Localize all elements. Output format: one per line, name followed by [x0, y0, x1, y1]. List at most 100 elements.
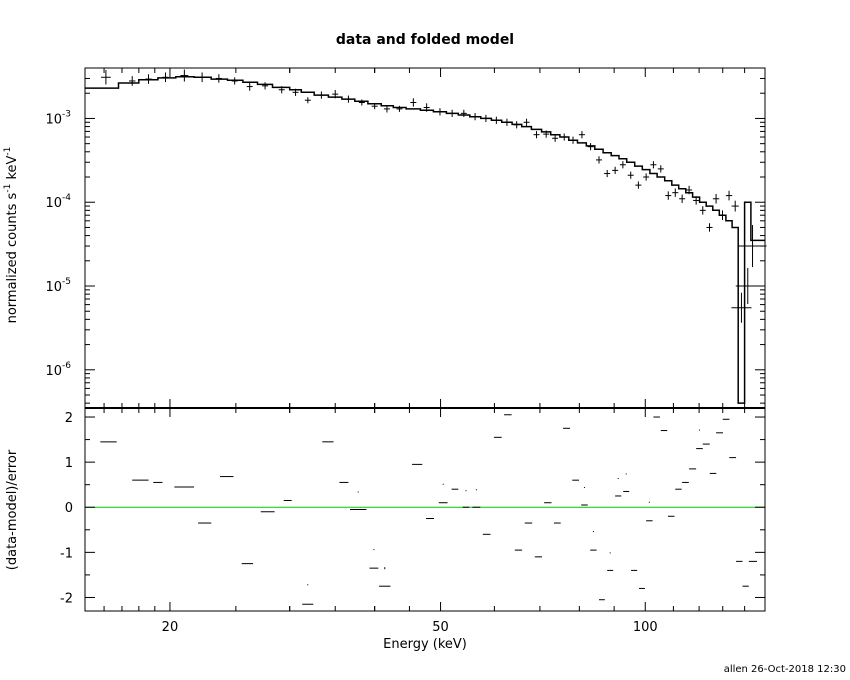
residual-point [736, 560, 743, 562]
y-tick-label-base: 10 [45, 196, 62, 211]
data-point [215, 74, 222, 83]
data-point [595, 156, 602, 164]
residual-point [581, 486, 588, 506]
residual-point [615, 477, 622, 497]
residual-point [198, 522, 212, 524]
data-point [436, 108, 443, 116]
y-tick-label-exponent: -5 [62, 277, 71, 287]
data-point [145, 74, 152, 84]
residual-panel-frame [84, 407, 766, 612]
x-tick-label: 20 [162, 620, 179, 635]
residual-point [514, 549, 523, 551]
residual-point [702, 443, 710, 445]
data-point [523, 118, 530, 126]
residual-point [653, 416, 660, 418]
data-point [561, 133, 568, 141]
data-point [383, 105, 390, 113]
residual-point [174, 486, 195, 488]
y-tick-label-base: 10 [45, 280, 62, 295]
residual-point [339, 481, 349, 483]
residual-point [369, 549, 379, 569]
residual-point [426, 518, 434, 520]
residual-point [553, 522, 561, 524]
data-point [410, 98, 417, 107]
residual-point [220, 476, 234, 478]
residual-point [302, 584, 314, 605]
resid-y-tick-label: -2 [60, 591, 73, 606]
data-point [493, 116, 500, 124]
footer-timestamp: allen 26-Oct-2018 12:30 [724, 664, 846, 675]
resid-y-tick-label: -1 [60, 546, 73, 561]
data-point [396, 105, 403, 112]
data-point [719, 210, 726, 221]
data-point [587, 143, 594, 151]
data-point [262, 82, 269, 90]
residual-point [572, 479, 579, 481]
residual-point [153, 481, 163, 483]
residual-point [544, 502, 552, 504]
residual-point [504, 414, 512, 416]
data-point [231, 77, 238, 85]
data-point [101, 70, 111, 85]
data-point [162, 72, 169, 83]
residual-point [412, 463, 423, 465]
residual-point [638, 587, 645, 589]
data-point [246, 82, 253, 91]
data-point [679, 194, 686, 203]
residual-point [132, 479, 149, 481]
y-tick-label: 10-3 [45, 109, 71, 127]
residual-point [524, 522, 533, 524]
residual-point [590, 531, 597, 551]
x-tick-label: 100 [633, 620, 658, 635]
residual-point [631, 569, 638, 571]
residual-point [563, 427, 570, 429]
resid-y-tick-label: 0 [65, 501, 73, 516]
data-point [278, 86, 285, 94]
main-panel-marks [85, 69, 767, 404]
residual-point [100, 441, 117, 443]
y-tick-label-exponent: -4 [62, 193, 71, 203]
model-step-line [85, 75, 765, 404]
residual-point [660, 430, 668, 432]
main-panel-frame [84, 67, 766, 409]
data-point [570, 136, 577, 144]
data-point [513, 121, 520, 129]
data-point [578, 131, 585, 139]
data-point [699, 206, 706, 215]
chart-title: data and folded model [336, 32, 514, 48]
residual-point [534, 556, 543, 558]
data-point [345, 95, 352, 103]
y-tick-label-base: 10 [45, 364, 62, 379]
data-point [672, 188, 679, 197]
data-point [318, 91, 325, 99]
x-tick-label: 50 [432, 620, 449, 635]
x-axis-label: Energy (keV) [383, 637, 467, 652]
y-tick-label-exponent: -3 [62, 109, 71, 119]
data-point [304, 97, 311, 104]
data-point [665, 191, 672, 200]
residual-y-axis-label: (data-model)/error [5, 449, 20, 570]
y-tick-label-exponent: -6 [62, 361, 71, 371]
data-point [129, 76, 136, 86]
data-point [423, 103, 430, 112]
residual-point [689, 468, 697, 470]
data-point [292, 88, 299, 96]
data-point [657, 165, 664, 173]
data-point [533, 131, 540, 139]
residual-point [709, 472, 717, 474]
residual-point [350, 491, 367, 510]
residual-point [482, 533, 491, 535]
residual-point [472, 489, 481, 508]
data-point [358, 99, 365, 106]
data-point [731, 292, 752, 323]
data-point [686, 185, 693, 195]
data-point [198, 72, 206, 83]
residual-point [241, 563, 254, 565]
residual-point [696, 429, 703, 450]
data-point [604, 169, 611, 178]
resid-y-tick-label: 1 [65, 456, 73, 471]
residual-point [748, 560, 758, 562]
data-point [543, 130, 550, 138]
